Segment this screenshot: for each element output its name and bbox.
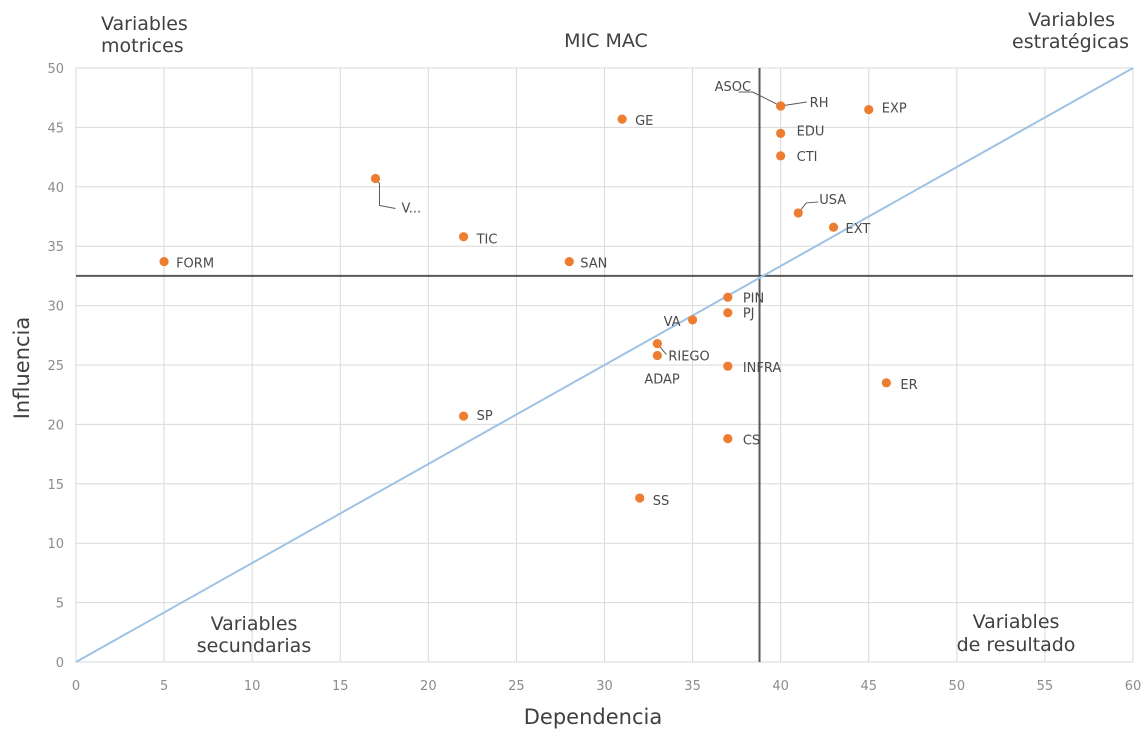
data-point xyxy=(776,151,785,160)
x-tick-label: 30 xyxy=(596,679,613,694)
data-point xyxy=(794,208,803,217)
quadrant-bottom-left-line1: Variables xyxy=(211,613,298,635)
data-point xyxy=(776,129,785,138)
x-tick-label: 40 xyxy=(772,679,789,694)
point-label: V... xyxy=(401,201,421,216)
point-label: ADAP xyxy=(644,372,680,387)
y-tick-label: 40 xyxy=(47,181,64,196)
y-tick-label: 20 xyxy=(47,418,64,433)
point-label: EXT xyxy=(846,222,871,237)
data-point xyxy=(723,308,732,317)
quadrant-top-right-line1: Variables xyxy=(1028,9,1115,31)
point-label: CTI xyxy=(797,150,818,165)
x-tick-label: 10 xyxy=(244,679,261,694)
point-label: VA xyxy=(664,315,681,330)
x-tick-label: 20 xyxy=(420,679,437,694)
quadrant-bottom-right-line1: Variables xyxy=(973,611,1060,633)
point-label: SP xyxy=(477,409,493,424)
data-point xyxy=(723,293,732,302)
y-tick-label: 10 xyxy=(47,537,64,552)
data-point xyxy=(565,257,574,266)
y-tick-label: 25 xyxy=(47,359,64,374)
point-label: GE xyxy=(635,114,653,129)
x-tick-label: 35 xyxy=(684,679,701,694)
point-label: PIN xyxy=(743,291,764,306)
x-tick-label: 15 xyxy=(332,679,349,694)
point-label: USA xyxy=(819,193,846,208)
data-point xyxy=(653,339,662,348)
quadrant-bottom-right-line2: de resultado xyxy=(957,634,1076,656)
data-point xyxy=(864,105,873,114)
point-label: SAN xyxy=(580,257,607,272)
data-point xyxy=(618,114,627,123)
quadrant-top-left-line1: Variables xyxy=(101,13,188,35)
x-tick-label: 5 xyxy=(160,679,168,694)
data-point xyxy=(159,257,168,266)
y-tick-label: 5 xyxy=(56,597,64,612)
data-points xyxy=(159,101,890,502)
point-label: SS xyxy=(653,494,670,509)
data-point xyxy=(829,223,838,232)
data-point xyxy=(459,411,468,420)
data-point xyxy=(653,351,662,360)
y-tick-label: 0 xyxy=(56,656,64,671)
y-tick-label: 15 xyxy=(47,478,64,493)
data-point xyxy=(776,101,785,110)
y-tick-label: 45 xyxy=(47,121,64,136)
point-label: ASOC xyxy=(715,80,751,95)
x-axis-title: Dependencia xyxy=(524,705,662,729)
x-tick-label: 45 xyxy=(860,679,877,694)
chart-title: MIC MAC xyxy=(564,30,648,52)
point-label: EDU xyxy=(797,124,825,139)
x-tick-label: 0 xyxy=(72,679,80,694)
y-tick-label: 50 xyxy=(47,62,64,77)
tick-labels: 0 5 10 15 20 25 30 35 40 45 50 55 60 0 5 10 15 20 25 30 35 40… xyxy=(47,62,1141,694)
point-label: FORM xyxy=(176,257,214,272)
point-label: INFRA xyxy=(743,361,782,376)
data-point xyxy=(688,315,697,324)
data-point xyxy=(635,493,644,502)
point-label: RH xyxy=(810,96,829,111)
quadrant-bottom-left-line2: secundarias xyxy=(197,635,311,657)
y-axis-title: Influencia xyxy=(10,317,34,420)
point-label: PJ xyxy=(743,307,755,322)
data-point xyxy=(371,174,380,183)
y-tick-label: 30 xyxy=(47,300,64,315)
y-tick-label: 35 xyxy=(47,240,64,255)
quadrant-top-left-line2: motrices xyxy=(101,35,184,57)
data-point xyxy=(723,434,732,443)
point-label: ER xyxy=(900,378,917,393)
data-point xyxy=(459,232,468,241)
leader-line xyxy=(375,178,395,208)
x-tick-label: 50 xyxy=(949,679,966,694)
x-tick-label: 60 xyxy=(1125,679,1142,694)
point-label: TIC xyxy=(476,233,498,248)
data-point xyxy=(882,378,891,387)
point-label: EXP xyxy=(882,102,907,117)
x-tick-label: 25 xyxy=(508,679,525,694)
data-point xyxy=(723,362,732,371)
point-label: RIEGO xyxy=(668,350,709,365)
x-tick-label: 55 xyxy=(1037,679,1054,694)
point-label: CS xyxy=(743,434,760,449)
quadrant-top-right-line2: estratégicas xyxy=(1012,31,1129,53)
